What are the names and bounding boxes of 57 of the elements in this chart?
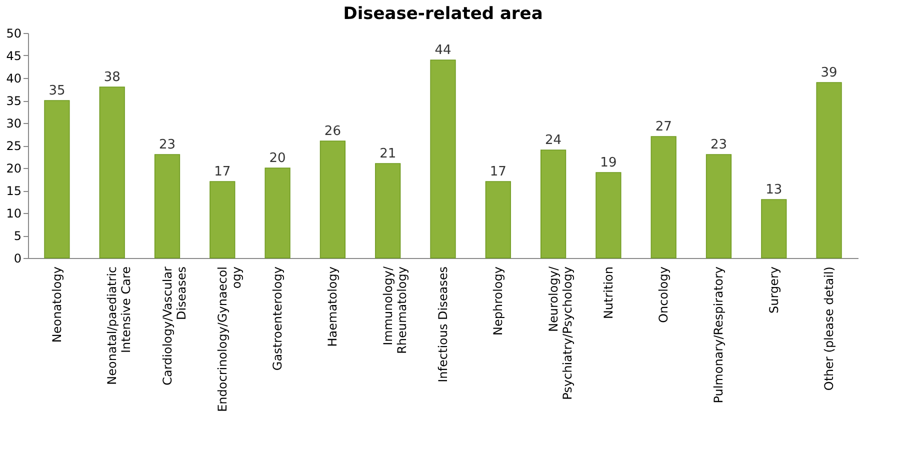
x-tick-label: Infectious Diseases [436,266,450,382]
bar [430,60,456,258]
x-tick-label: Immunology/ Rheumatology [380,266,409,354]
data-label: 23 [710,138,728,152]
bar [816,82,842,258]
y-tick-label: 10 [6,206,22,220]
x-tick-label: Nutrition [601,266,616,320]
bar [210,181,236,258]
data-label: 20 [269,151,286,166]
y-tick-label: 45 [6,49,22,63]
bar [706,154,732,258]
data-label: 21 [380,146,396,162]
bar [99,86,125,258]
data-label: 35 [48,84,66,98]
y-tick-label: 15 [6,184,22,198]
bar [264,168,290,258]
data-label: 13 [766,182,782,198]
data-label: 17 [214,164,231,180]
bar [540,150,566,258]
y-tick-label: 25 [6,139,22,153]
data-label: 38 [104,70,120,85]
bar [44,100,70,258]
y-tick-label: 30 [6,116,22,130]
data-label: 39 [820,66,838,80]
bar [650,136,676,258]
x-tick-label: Surgery [766,266,781,314]
y-tick-label: 35 [6,94,22,108]
bar [485,181,511,258]
data-label: 44 [434,43,452,58]
x-tick-label: Endocrinology/Gynaecology [215,266,244,412]
data-label: 26 [324,124,341,139]
x-tick-label: Neurology/ Psychiatry/Psychology [546,266,574,400]
x-tick-label: Oncology [656,266,671,323]
x-tick-label: Haematology [326,266,340,347]
bar [154,154,180,258]
y-tick-label: 5 [14,229,22,243]
y-tick-label: 0 [14,252,22,266]
y-tick-label: 50 [6,26,22,40]
x-tick-label: Neonatal/paediatric Intensive Care [105,266,134,385]
data-label: 17 [490,164,506,180]
data-label: 27 [655,120,672,134]
data-label: 24 [545,133,562,148]
x-tick-label: Gastroenterology [270,266,285,371]
data-label: 23 [158,138,176,152]
bar [596,172,622,258]
y-tick-label: 20 [6,162,22,176]
x-tick-label: Neonatology [50,266,64,343]
x-tick-label: Cardiology/Vascular Diseases [160,266,188,386]
y-tick-label: 40 [6,72,22,86]
data-label: 19 [600,156,617,170]
x-tick-label: Other (please detail) [822,266,836,391]
bar [375,163,401,258]
x-tick-label: Pulmonary/Respiratory [712,266,726,404]
x-tick-label: Nephrology [491,266,506,336]
bar [320,140,346,258]
bar [761,199,787,258]
chart-title: Disease-related area [343,4,543,24]
